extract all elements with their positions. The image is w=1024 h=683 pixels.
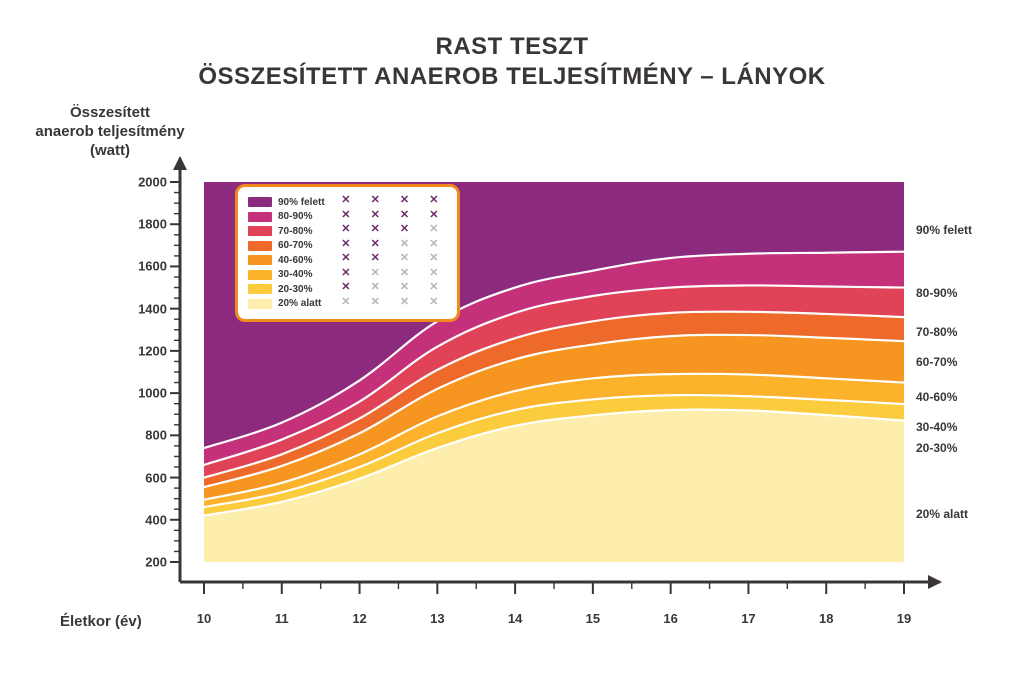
legend-label: 90% felett [278, 197, 325, 208]
x-tick-label: 12 [345, 611, 375, 626]
legend-figure-icon: ✕ [421, 239, 447, 253]
legend-row-p40_60: 40-60% [248, 253, 325, 267]
y-tick-label: 1200 [117, 343, 167, 358]
x-tick-labels: 10 11 12 13 14 15 16 17 18 19 [0, 611, 1024, 631]
legend-label: 30-40% [278, 269, 312, 280]
band-label-p90_top: 90% felett [916, 223, 972, 237]
legend-figure-icon: ✕ [333, 210, 359, 224]
legend-label: 80-90% [278, 211, 312, 222]
legend-label: 20-30% [278, 284, 312, 295]
legend-figure-icon: ✕ [421, 268, 447, 282]
legend-figure-icon: ✕ [391, 268, 417, 282]
legend-figure-icon: ✕ [362, 239, 388, 253]
legend-swatch [248, 270, 272, 280]
legend-figure-grid: ✕✕✕✕✕✕✕✕✕✕✕✕✕✕✕✕✕✕✕✕✕✕✕✕✕✕✕✕✕✕✕✕ [333, 195, 447, 311]
legend-row-p30_40: 30-40% [248, 268, 325, 282]
legend-figure-icon: ✕ [421, 210, 447, 224]
y-tick-label: 1600 [117, 259, 167, 274]
legend-figure-icon: ✕ [391, 239, 417, 253]
legend-figure-icon: ✕ [391, 210, 417, 224]
band-label-p60_70: 60-70% [916, 355, 957, 369]
x-tick-label: 16 [656, 611, 686, 626]
legend-entries: 90% felett 80-90% 70-80% 60-70% 40-60% 30-40%… [248, 195, 325, 311]
legend-figure-icon: ✕ [421, 282, 447, 296]
legend-figure-icon: ✕ [362, 224, 388, 238]
legend-figure-icon: ✕ [362, 282, 388, 296]
legend-row-p80_90: 80-90% [248, 210, 325, 224]
y-tick-label: 1800 [117, 217, 167, 232]
x-tick-label: 15 [578, 611, 608, 626]
band-label-p40_60: 40-60% [916, 390, 957, 404]
legend-swatch [248, 255, 272, 265]
legend-figure-icon: ✕ [362, 210, 388, 224]
legend-swatch [248, 299, 272, 309]
legend-swatch [248, 226, 272, 236]
legend-row-p70_80: 70-80% [248, 224, 325, 238]
x-tick-label: 13 [422, 611, 452, 626]
legend-figure-icon: ✕ [333, 224, 359, 238]
legend-figure-icon: ✕ [362, 253, 388, 267]
band-label-p80_90: 80-90% [916, 286, 957, 300]
legend-label: 20% alatt [278, 298, 321, 309]
y-tick-label: 600 [117, 470, 167, 485]
x-tick-label: 18 [811, 611, 841, 626]
legend-label: 60-70% [278, 240, 312, 251]
legend-figure-icon: ✕ [421, 195, 447, 209]
legend-figure-icon: ✕ [333, 297, 359, 311]
y-tick-label: 200 [117, 555, 167, 570]
y-tick-labels: 200 400 600 800 1000 1200 1400 1600 1800 2000 [117, 0, 167, 683]
legend-figure-icon: ✕ [362, 268, 388, 282]
legend-swatch [248, 284, 272, 294]
band-label-p30_40: 30-40% [916, 420, 957, 434]
legend-figure-icon: ✕ [391, 253, 417, 267]
legend-row-p20_30: 20-30% [248, 282, 325, 296]
legend-figure-icon: ✕ [333, 253, 359, 267]
legend-label: 70-80% [278, 226, 312, 237]
x-tick-label: 11 [267, 611, 297, 626]
legend-swatch [248, 212, 272, 222]
legend-figure-icon: ✕ [333, 268, 359, 282]
legend-row-p_below20: 20% alatt [248, 297, 325, 311]
legend-figure-icon: ✕ [391, 195, 417, 209]
band-label-p_below20: 20% alatt [916, 507, 968, 521]
legend-figure-icon: ✕ [391, 297, 417, 311]
legend-figure-icon: ✕ [362, 195, 388, 209]
x-tick-label: 17 [733, 611, 763, 626]
legend-figure-icon: ✕ [421, 297, 447, 311]
x-tick-label: 14 [500, 611, 530, 626]
legend-figure-icon: ✕ [421, 224, 447, 238]
legend-box: 90% felett 80-90% 70-80% 60-70% 40-60% 30-40%… [235, 184, 460, 322]
legend-figure-icon: ✕ [391, 224, 417, 238]
y-tick-label: 1400 [117, 301, 167, 316]
band-label-p20_30: 20-30% [916, 441, 957, 455]
x-tick-label: 19 [889, 611, 919, 626]
band-label-p70_80: 70-80% [916, 325, 957, 339]
legend-label: 40-60% [278, 255, 312, 266]
legend-figure-icon: ✕ [333, 239, 359, 253]
legend-figure-icon: ✕ [333, 195, 359, 209]
y-tick-label: 1000 [117, 386, 167, 401]
y-tick-label: 800 [117, 428, 167, 443]
x-tick-label: 10 [189, 611, 219, 626]
legend-row-p90_top: 90% felett [248, 195, 325, 209]
legend-figure-icon: ✕ [421, 253, 447, 267]
page: RAST TESZT ÖSSZESÍTETT ANAEROB TELJESÍTM… [0, 0, 1024, 683]
y-tick-label: 400 [117, 512, 167, 527]
legend-swatch [248, 197, 272, 207]
legend-figure-icon: ✕ [333, 282, 359, 296]
legend-row-p60_70: 60-70% [248, 239, 325, 253]
legend-swatch [248, 241, 272, 251]
y-tick-label: 2000 [117, 175, 167, 190]
legend-figure-icon: ✕ [362, 297, 388, 311]
legend-figure-icon: ✕ [391, 282, 417, 296]
